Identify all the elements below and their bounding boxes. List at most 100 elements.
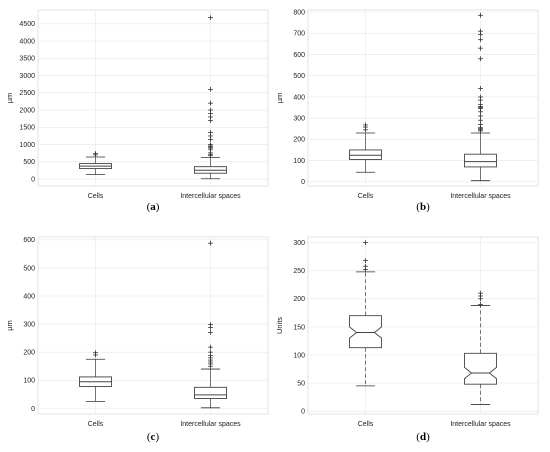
outlier-point xyxy=(363,240,368,246)
y-tick-label: 400 xyxy=(293,94,305,101)
outlier-point xyxy=(93,350,98,356)
y-tick-label: 500 xyxy=(23,159,35,166)
panel-label-letter: d xyxy=(420,431,426,443)
y-tick-label: 800 xyxy=(293,10,305,17)
y-tick-label: 0 xyxy=(31,406,35,413)
y-tick-label: 600 xyxy=(23,237,35,244)
outlier-point xyxy=(478,122,483,127)
y-tick-label: 100 xyxy=(293,158,305,165)
outlier-point xyxy=(363,258,368,263)
y-tick-label: 150 xyxy=(293,324,305,331)
outlier-point xyxy=(478,101,483,107)
box-cells xyxy=(349,240,382,387)
panel-label: (a) xyxy=(147,201,160,213)
panel-label-open: ( xyxy=(416,201,420,213)
y-tick-label: 0 xyxy=(301,179,305,186)
outlier-point xyxy=(208,330,213,335)
y-tick-label: 250 xyxy=(293,268,305,275)
panel-label-open: ( xyxy=(147,431,151,443)
y-tick-label: 300 xyxy=(293,240,305,247)
box-intercellular-spaces xyxy=(194,240,227,409)
panel-label: (b) xyxy=(416,201,430,213)
outlier-point xyxy=(478,117,483,123)
box-body xyxy=(464,153,497,168)
y-tick-label: 3000 xyxy=(19,73,35,80)
box-body xyxy=(194,386,227,399)
panel-a: 0 500 1000 1500 2000 2500 3000 3500 4000 4500 Cell… xyxy=(5,9,269,213)
box-cells xyxy=(79,151,112,176)
panel-b: 0 100 200 300 400 500 600 700 800 Cells Intercellu… xyxy=(275,9,539,213)
box-cells xyxy=(79,350,112,402)
outlier-point xyxy=(208,142,213,147)
box-intercellular-spaces xyxy=(464,290,497,405)
outlier-point xyxy=(208,107,213,113)
plot-area xyxy=(37,9,269,187)
y-tick-label: 100 xyxy=(23,378,35,385)
x-tick-label: Intercellular spaces xyxy=(180,193,241,200)
y-tick-label: 0 xyxy=(301,409,305,416)
panel-label-letter: a xyxy=(150,201,156,213)
outlier-point xyxy=(478,28,483,34)
outlier-point xyxy=(208,100,213,106)
box-intercellular-spaces xyxy=(194,15,227,180)
panel-label-close: ) xyxy=(155,431,159,443)
x-tick-label: Intercellular spaces xyxy=(180,421,241,428)
y-tick-label: 500 xyxy=(293,73,305,80)
outlier-point xyxy=(363,263,368,269)
y-tick-label: 4000 xyxy=(19,38,35,45)
x-tick-label: Cells xyxy=(358,421,374,428)
y-tick-label: 300 xyxy=(293,116,305,123)
y-tick-label: 0 xyxy=(31,176,35,183)
plot-area xyxy=(37,236,269,415)
y-tick-label: 4500 xyxy=(19,21,35,28)
outlier-point xyxy=(208,344,213,350)
y-tick-label: 500 xyxy=(23,265,35,272)
x-tick-label: Cells xyxy=(88,421,104,428)
outlier-point xyxy=(478,94,483,100)
y-axis-label: µm xyxy=(5,93,14,104)
outlier-point xyxy=(478,45,483,51)
outlier-point xyxy=(208,322,213,328)
box-body xyxy=(349,149,382,160)
panel-label: (c) xyxy=(147,431,160,443)
panel-label-letter: c xyxy=(151,431,156,443)
y-tick-label: 2000 xyxy=(19,107,35,114)
panel-label-close: ) xyxy=(426,431,430,443)
plot-area xyxy=(307,9,539,187)
y-tick-label: 400 xyxy=(23,293,35,300)
x-tick-label: Intercellular spaces xyxy=(450,193,511,200)
outlier-point xyxy=(478,86,483,91)
outlier-point xyxy=(208,130,213,135)
outlier-point xyxy=(93,151,98,156)
y-tick-label: 600 xyxy=(293,52,305,59)
y-tick-label: 3500 xyxy=(19,56,35,63)
y-axis-label: µm xyxy=(275,93,284,104)
y-axis-label: µm xyxy=(5,320,14,331)
x-tick-label: Cells xyxy=(88,193,104,200)
y-axis-label: Units xyxy=(275,317,284,334)
outlier-point xyxy=(208,240,213,246)
y-tick-label: 200 xyxy=(293,137,305,144)
y-tick-label: 700 xyxy=(293,31,305,38)
y-tick-label: 50 xyxy=(297,380,305,387)
y-tick-label: 1500 xyxy=(19,125,35,132)
outlier-point xyxy=(478,113,483,119)
outlier-point xyxy=(478,12,483,18)
y-tick-label: 100 xyxy=(293,352,305,359)
box-intercellular-spaces xyxy=(464,12,497,182)
x-tick-label: Cells xyxy=(358,193,374,200)
y-tick-label: 300 xyxy=(23,321,35,328)
outlier-point xyxy=(208,15,213,20)
outlier-point xyxy=(208,349,213,355)
x-tick-label: Intercellular spaces xyxy=(450,421,511,428)
box-body xyxy=(349,315,382,349)
outlier-point xyxy=(478,302,483,307)
outlier-point xyxy=(478,56,483,62)
y-tick-label: 200 xyxy=(23,350,35,357)
outlier-point xyxy=(363,122,368,128)
panel-label-open: ( xyxy=(147,201,151,213)
panel-label-close: ) xyxy=(156,201,160,213)
box-cells xyxy=(349,122,382,173)
